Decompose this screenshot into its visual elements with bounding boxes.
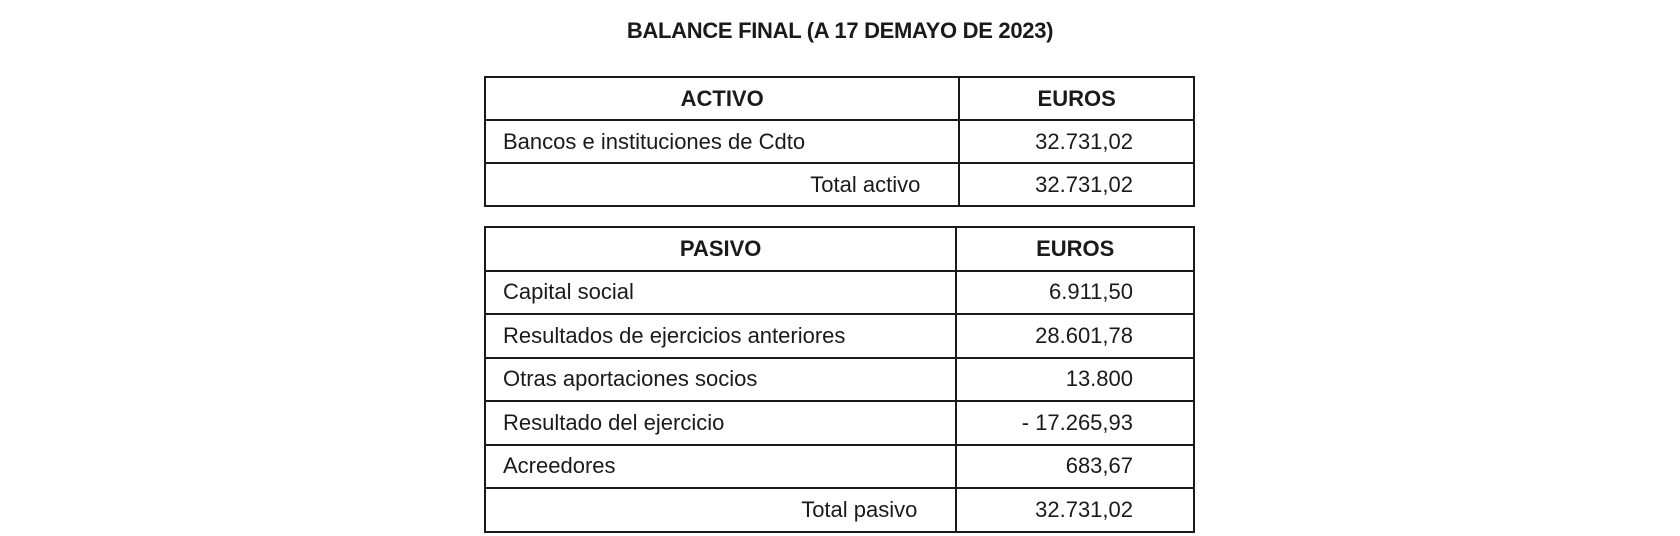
row-value: 32.731,02 [958, 119, 1195, 164]
total-row: Total pasivo 32.731,02 [483, 487, 1195, 533]
table-row: Acreedores 683,67 [483, 443, 1195, 489]
column-header: EUROS [958, 76, 1195, 121]
pasivo-table: PASIVO EUROS Capital social 6.911,50 Res… [483, 226, 1195, 533]
row-value: 13.800 [955, 356, 1195, 402]
total-row: Total activo 32.731,02 [483, 162, 1195, 207]
column-header: PASIVO [483, 226, 958, 272]
table-row: Capital social 6.911,50 [483, 269, 1195, 315]
row-label: Otras aportaciones socios [483, 356, 958, 402]
row-label: Resultados de ejercicios anteriores [483, 313, 958, 359]
table-header-row: PASIVO EUROS [483, 226, 1195, 272]
row-label: Acreedores [483, 443, 958, 489]
total-value: 32.731,02 [958, 162, 1195, 207]
row-value: 28.601,78 [955, 313, 1195, 359]
total-label: Total pasivo [483, 487, 958, 533]
row-value: 683,67 [955, 443, 1195, 489]
table-row: Resultados de ejercicios anteriores 28.6… [483, 313, 1195, 359]
table-row: Resultado del ejercicio - 17.265,93 [483, 400, 1195, 446]
table-header-row: ACTIVO EUROS [483, 76, 1195, 121]
table-row: Otras aportaciones socios 13.800 [483, 356, 1195, 402]
row-value: 6.911,50 [955, 269, 1195, 315]
activo-table: ACTIVO EUROS Bancos e instituciones de C… [483, 76, 1195, 207]
row-label: Bancos e instituciones de Cdto [483, 119, 961, 164]
total-value: 32.731,02 [955, 487, 1195, 533]
row-value: - 17.265,93 [955, 400, 1195, 446]
column-header: ACTIVO [483, 76, 961, 121]
total-label: Total activo [483, 162, 961, 207]
column-header: EUROS [955, 226, 1195, 272]
row-label: Capital social [483, 269, 958, 315]
row-label: Resultado del ejercicio [483, 400, 958, 446]
document-title: BALANCE FINAL (A 17 DEMAYO DE 2023) [626, 18, 1054, 43]
table-row: Bancos e instituciones de Cdto 32.731,02 [483, 119, 1195, 164]
